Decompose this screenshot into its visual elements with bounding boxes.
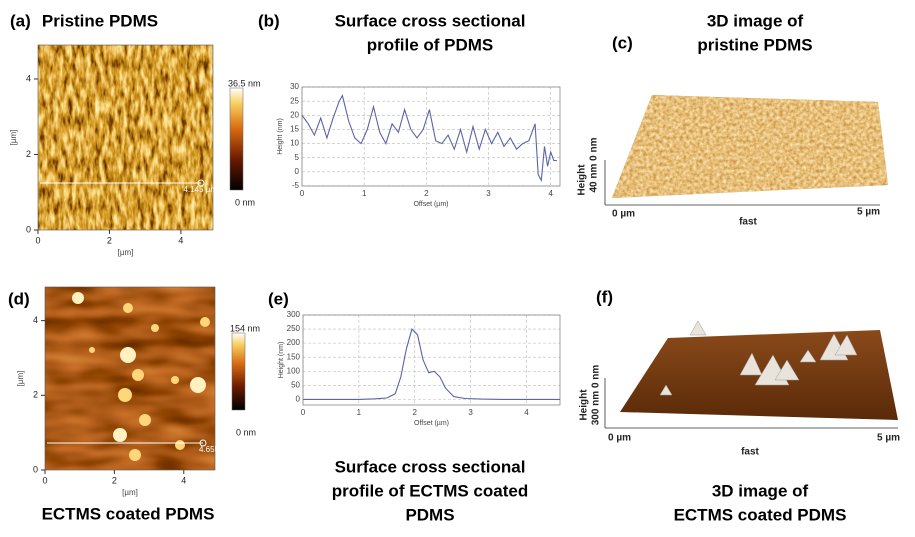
- profile-label: 4.655: [199, 445, 220, 454]
- profile-label: 4.145 µm: [183, 185, 217, 194]
- x-tick-label: 0: [35, 235, 40, 245]
- y-tick-label: 300: [287, 310, 301, 319]
- panel-title: ECTMS coated PDMS: [42, 504, 215, 523]
- axis-label-3d: 5 µm: [877, 433, 900, 444]
- axis-label-3d: fast: [739, 217, 757, 228]
- panel-label: (b): [258, 11, 280, 30]
- panel-label: (f): [596, 287, 613, 306]
- profile-marker: [199, 439, 207, 447]
- panel-title: PDMS: [405, 505, 454, 524]
- y-tick-label: 0: [296, 394, 301, 403]
- y-tick-label: 50: [291, 380, 300, 389]
- colorbar: [229, 87, 244, 191]
- plot-frame: [301, 86, 561, 187]
- profile-line: [303, 328, 560, 400]
- afm-image: [45, 287, 215, 470]
- axis-label-3d: Height: [579, 389, 590, 421]
- axes-3d: [604, 160, 898, 429]
- panel-title: Surface cross sectional: [335, 11, 526, 30]
- y-tick-label: 150: [287, 352, 301, 361]
- y-axis-label: [µm]: [9, 130, 18, 146]
- x-axis-label: Offset (µm): [414, 420, 449, 427]
- colorbar-max: 36.5 nm: [228, 78, 261, 88]
- peaks-3d: [659, 320, 858, 396]
- axis-label-3d: fast: [741, 447, 759, 458]
- y-tick-label: 250: [287, 324, 301, 333]
- y-axis-label: Height (nm): [278, 342, 285, 379]
- x-tick-label: 0: [301, 408, 306, 417]
- panel-title: profile of PDMS: [367, 35, 494, 54]
- panel-label: (e): [268, 289, 289, 308]
- panel-title: 3D image of: [707, 11, 804, 30]
- x-tick-label: 3: [486, 189, 491, 198]
- y-tick-label: 10: [290, 139, 299, 148]
- x-tick-label: 3: [468, 408, 473, 417]
- panel-title: Surface cross sectional: [335, 457, 526, 476]
- colorbar-max: 154 nm: [230, 323, 260, 333]
- y-tick-label: 4: [33, 315, 38, 325]
- colorbar: [231, 332, 246, 411]
- axis-label-3d: 300 nm 0 nm: [591, 365, 602, 426]
- x-tick-label: 1: [357, 408, 362, 417]
- profile-line: [301, 94, 557, 183]
- panel-label: (a): [10, 11, 31, 30]
- axis-label-3d: 40 nm 0 nm: [589, 137, 600, 192]
- y-tick-label: 2: [33, 390, 38, 400]
- panel-title: Pristine PDMS: [42, 11, 158, 30]
- y-axis-label: [µm]: [16, 371, 25, 387]
- y-tick-label: 20: [290, 110, 299, 119]
- axis-label-3d: Height: [577, 164, 588, 196]
- image-frame: [37, 44, 214, 231]
- x-tick-label: 2: [112, 475, 117, 485]
- afm-particles: [72, 292, 210, 461]
- x-tick-label: 2: [424, 189, 429, 198]
- panel-label: (c): [612, 33, 633, 52]
- panel-title: profile of ECTMS coated: [332, 481, 528, 500]
- x-tick-label: 4: [548, 189, 553, 198]
- y-tick-label: 0: [26, 224, 31, 234]
- panel-title: pristine PDMS: [697, 35, 812, 54]
- y-tick-label: 15: [290, 125, 299, 134]
- panel-title: 3D image of: [712, 481, 809, 500]
- y-tick-label: 2: [26, 149, 31, 159]
- y-tick-label: 200: [287, 338, 301, 347]
- x-tick-label: 4: [181, 475, 186, 485]
- x-tick-label: 4: [524, 408, 529, 417]
- panel-label: (d): [8, 289, 30, 308]
- axis-label-3d: 0 µm: [608, 433, 631, 444]
- profile-marker: [197, 179, 205, 187]
- y-tick-label: 0: [295, 167, 300, 176]
- y-tick-label: 5: [295, 153, 300, 162]
- x-tick-label: 0: [300, 189, 305, 198]
- image-frame: [44, 286, 216, 471]
- x-axis-label: [µm]: [118, 248, 134, 257]
- x-tick-label: 4: [178, 235, 183, 245]
- y-tick-label: 100: [287, 366, 301, 375]
- y-tick-label: 30: [290, 82, 299, 91]
- y-tick-label: 0: [33, 464, 38, 474]
- x-tick-label: 2: [413, 408, 418, 417]
- x-tick-label: 0: [42, 475, 47, 485]
- y-tick-label: -5: [292, 181, 300, 190]
- axis-label-3d: 0 µm: [612, 209, 635, 220]
- x-tick-label: 2: [107, 235, 112, 245]
- y-tick-label: 4: [26, 73, 31, 83]
- axis-label-3d: 5 µm: [857, 207, 880, 218]
- panel-title: ECTMS coated PDMS: [674, 505, 847, 524]
- plot-frame: [302, 314, 561, 406]
- colorbar-min: 0 nm: [236, 427, 256, 437]
- colorbar-min: 0 nm: [235, 197, 255, 207]
- x-axis-label: [µm]: [122, 488, 138, 497]
- x-axis-label: Offset (µm): [413, 201, 448, 208]
- x-tick-label: 1: [362, 189, 367, 198]
- surface-3d-texture: [612, 95, 888, 198]
- y-tick-label: 25: [290, 96, 299, 105]
- afm-image: [38, 45, 213, 230]
- y-axis-label: Height (nm): [277, 118, 284, 155]
